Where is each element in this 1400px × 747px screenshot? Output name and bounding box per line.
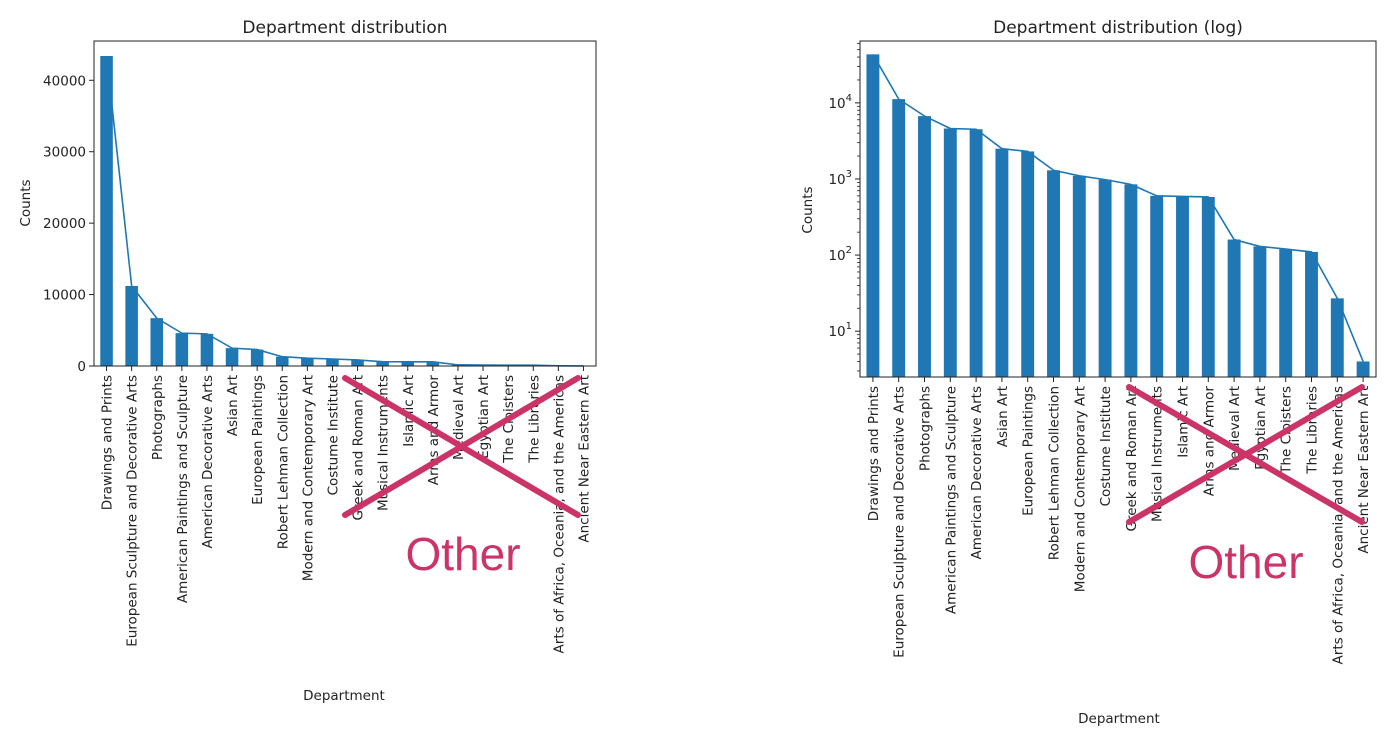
linear-chart-x-tick-label: Arts of Africa, Oceania, and the America… bbox=[551, 375, 567, 653]
log-chart-x-tick-label: American Paintings and Sculpture bbox=[943, 386, 959, 614]
log-chart-x-tick-label: Costume Institute bbox=[1098, 386, 1114, 506]
log-chart-x-tick-label: Arts of Africa, Oceania, and the America… bbox=[1330, 386, 1346, 664]
log-chart-frame bbox=[860, 41, 1376, 377]
linear-chart-y-tick-label: 10000 bbox=[43, 288, 86, 304]
log-chart-bars bbox=[866, 54, 1369, 377]
left-other-label: Other bbox=[405, 528, 520, 580]
linear-chart-x-tick-label: European Sculpture and Decorative Arts bbox=[125, 375, 141, 647]
log-chart-bar bbox=[1124, 184, 1137, 377]
log-chart-bar bbox=[944, 129, 957, 377]
linear-chart-y-axis-label: Counts bbox=[18, 179, 34, 226]
log-chart-x-tick-label: Ancient Near Eastern Art bbox=[1356, 386, 1372, 554]
linear-chart-bar bbox=[150, 318, 163, 366]
linear-chart-y-tick-label: 0 bbox=[77, 359, 86, 375]
log-chart-y-tick-label: 103 bbox=[828, 169, 852, 188]
log-chart-bar bbox=[1357, 361, 1370, 377]
log-chart-x-tick-label: Photographs bbox=[918, 386, 934, 471]
log-chart-bar bbox=[1099, 180, 1112, 377]
linear-chart-bar bbox=[251, 350, 264, 366]
linear-chart-x-tick-label: American Decorative Arts bbox=[200, 375, 216, 548]
log-chart-bar bbox=[1279, 249, 1292, 377]
log-chart-x-tick-label: Modern and Contemporary Art bbox=[1072, 386, 1088, 592]
log-chart-bar bbox=[918, 116, 931, 377]
linear-chart-x-tick-label: European Paintings bbox=[250, 375, 266, 505]
linear-chart-x-tick-label: Drawings and Prints bbox=[100, 375, 116, 510]
log-chart-x-tick-label: European Paintings bbox=[1021, 386, 1037, 516]
log-chart-bar bbox=[1305, 252, 1318, 377]
linear-chart-bar bbox=[226, 348, 239, 366]
linear-chart-x-tick-label: Robert Lehman Collection bbox=[275, 375, 291, 549]
linear-chart-x-tick-label: Greek and Roman Art bbox=[351, 375, 367, 521]
linear-chart-y-tick-label: 40000 bbox=[43, 73, 86, 89]
linear-chart-x-axis-label: Department bbox=[303, 688, 385, 704]
log-chart-y-ticks: 101 102 103 104 bbox=[828, 44, 860, 371]
linear-chart-title: Department distribution bbox=[242, 18, 447, 38]
log-chart-x-tick-labels: Drawings and Prints European Sculpture an… bbox=[866, 377, 1372, 664]
linear-chart-y-ticks: 0 10000 20000 30000 40000 bbox=[43, 73, 94, 375]
log-chart-x-tick-label: Greek and Roman Art bbox=[1124, 386, 1140, 532]
log-chart-y-tick-label: 104 bbox=[828, 93, 852, 112]
log-chart-x-tick-label: The Libraries bbox=[1305, 386, 1321, 475]
log-chart-y-tick-label: 101 bbox=[828, 321, 852, 340]
linear-chart-bar bbox=[301, 358, 314, 366]
log-chart-bar bbox=[1202, 197, 1215, 377]
log-chart-x-axis-label: Department bbox=[1078, 711, 1160, 727]
log-chart-x-tick-label: American Decorative Arts bbox=[969, 386, 985, 559]
linear-chart: Department distribution Department Count… bbox=[18, 18, 596, 704]
linear-chart-bar bbox=[201, 334, 214, 366]
linear-chart-bar bbox=[125, 286, 138, 366]
linear-chart-bar bbox=[276, 357, 289, 366]
linear-chart-x-tick-labels: Drawings and Prints European Sculpture an… bbox=[100, 366, 593, 653]
log-chart-y-tick-label: 102 bbox=[828, 245, 852, 264]
log-chart-bar bbox=[1176, 196, 1189, 377]
linear-chart-bar bbox=[326, 359, 339, 366]
linear-chart-bar bbox=[176, 333, 189, 366]
linear-chart-x-tick-label: Asian Art bbox=[225, 375, 241, 436]
linear-chart-y-tick-label: 20000 bbox=[43, 216, 86, 232]
linear-chart-bars bbox=[100, 56, 589, 366]
linear-chart-x-tick-label: The Libraries bbox=[526, 375, 542, 464]
log-chart-bar bbox=[970, 129, 983, 377]
linear-chart-x-tick-label: Photographs bbox=[150, 375, 166, 460]
log-chart-title: Department distribution (log) bbox=[993, 18, 1243, 38]
log-chart-bar bbox=[1073, 176, 1086, 377]
right-other-label: Other bbox=[1188, 536, 1303, 588]
log-chart-bar bbox=[1150, 196, 1163, 377]
log-chart-bar bbox=[866, 54, 879, 377]
log-chart-bar bbox=[1021, 151, 1034, 377]
linear-chart-x-tick-label: American Paintings and Sculpture bbox=[175, 375, 191, 603]
linear-chart-y-tick-label: 30000 bbox=[43, 145, 86, 161]
log-chart-bar bbox=[995, 149, 1008, 377]
linear-chart-trend-line bbox=[107, 56, 584, 366]
log-chart-bar bbox=[1253, 246, 1266, 377]
log-chart-x-tick-label: Robert Lehman Collection bbox=[1047, 386, 1063, 560]
log-chart-bar bbox=[1228, 240, 1241, 377]
log-chart-y-axis-label: Counts bbox=[800, 186, 816, 233]
log-chart: Department distribution (log) Department… bbox=[800, 18, 1376, 727]
log-chart-x-tick-label: Asian Art bbox=[995, 386, 1011, 447]
linear-chart-x-tick-label: Egyptian Art bbox=[476, 375, 492, 459]
log-chart-x-tick-label: Drawings and Prints bbox=[866, 386, 882, 521]
log-chart-x-tick-label: European Sculpture and Decorative Arts bbox=[892, 386, 908, 658]
log-chart-bar bbox=[892, 99, 905, 377]
linear-chart-x-tick-label: Costume Institute bbox=[325, 375, 341, 495]
log-chart-bar bbox=[1047, 170, 1060, 377]
linear-chart-x-tick-label: Modern and Contemporary Art bbox=[300, 375, 316, 581]
linear-chart-frame bbox=[94, 41, 596, 366]
